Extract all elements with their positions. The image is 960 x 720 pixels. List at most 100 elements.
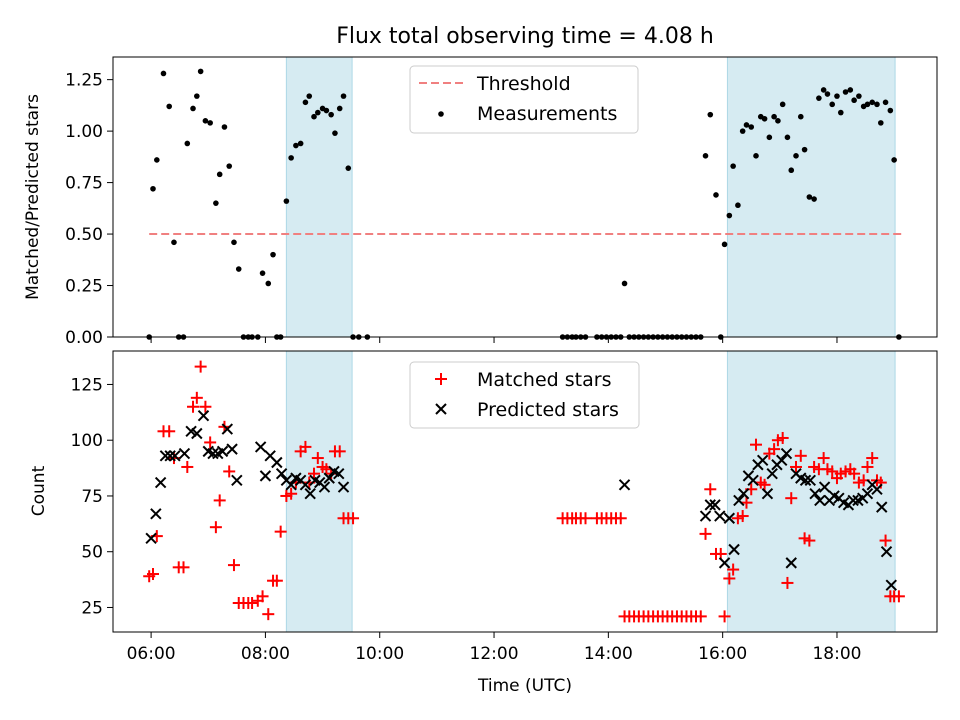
x-tick-label: 10:00 [355,644,404,664]
legend-measurements-label: Measurements [477,103,617,125]
top-legend: Threshold Measurements [409,65,639,134]
predicted-star-point [876,501,888,513]
measurement-point [847,87,854,93]
measurement-point [194,93,200,99]
predicted-star-point [747,474,759,487]
x-axis-label: Time (UTC) [477,676,572,696]
matched-star-point [256,590,269,603]
matched-star-point [794,449,807,462]
measurement-point [207,120,213,126]
measurement-point [842,89,849,95]
matched-star-point [209,521,222,534]
matched-star-point [826,465,839,478]
predicted-star-point [275,467,288,480]
bottom-plot-frame [112,350,938,633]
top-y-ticks: 0.00 0.25 0.50 0.75 1.00 1.25 [65,71,113,348]
measurement-point [213,200,219,206]
measurement-point [197,68,204,75]
measurement-point [887,107,894,114]
measurement-point [311,113,317,120]
matched-star-point [776,431,789,444]
matched-star-point [246,597,259,610]
measurement-point [265,280,272,287]
measurement-point [851,97,857,104]
measurement-point [829,101,836,108]
matched-star-point [274,525,287,538]
measurement-point [702,153,709,159]
matched-star-point [803,534,816,547]
predicted-star-point [723,512,736,524]
matched-star-point [785,492,798,505]
predicted-star-point [323,472,335,484]
predicted-star-point [714,510,726,522]
measurement-point [766,134,773,141]
measurement-point [345,165,352,171]
bottom-legend-box [409,361,640,429]
matched-star-point [163,425,176,438]
top-legend-box [409,65,639,134]
observing-span-1 [285,56,353,338]
measurement-point [270,251,276,258]
measurement-point [726,212,733,219]
predicted-star-point [207,447,219,460]
measurement-point [323,107,330,114]
predicted-star-point [150,508,162,520]
predicted-star-point [814,494,826,507]
measurement-point [739,128,746,134]
measurement-point [231,239,237,246]
matched-star-point [190,391,203,404]
top-plot-frame [112,56,938,338]
measurement-point [788,167,795,174]
measurement-point [775,118,781,124]
top-x-ticks [150,337,838,343]
predicted-star-point [733,494,745,507]
measurement-point [293,142,299,149]
matched-star-point [694,610,707,623]
predicted-star-point [169,450,181,462]
measurement-point [154,157,160,163]
matched-star-point [285,487,298,500]
measurement-point [824,91,831,97]
y-tick-label: 0.00 [65,328,103,348]
bottom-x-ticks: 06:00 08:00 10:00 12:00 14:00 16:00 18:00 [127,632,861,664]
measurement-point [190,105,196,112]
predicted-star-point [337,481,350,493]
predicted-star-point [226,443,238,455]
predicted-star-point [254,441,267,453]
x-tick-label: 08:00 [241,644,290,664]
measurement-point [306,93,313,99]
measurement-point [184,140,191,147]
predicted-star-point [785,557,797,569]
measurement-point [834,93,840,99]
matched-star-point [227,559,240,572]
measurement-point [771,113,777,120]
measurement-point [259,270,266,276]
matched-star-point [177,561,190,574]
predicted-star-point [333,467,345,480]
measurement-point [721,241,728,248]
matched-star-point [333,445,346,458]
measurement-point [713,192,719,198]
measurement-point [891,157,897,163]
matched-star-point [199,400,212,413]
measurement-point [820,87,827,93]
predicted-star-point [618,479,631,491]
matched-star-point [213,494,226,507]
measurement-point [328,111,334,118]
measurement-point [202,118,209,124]
matched-star-point [614,512,627,525]
y-tick-label: 100 [71,431,103,451]
matched-star-point [223,465,236,478]
y-tick-label: 50 [81,543,103,563]
measurement-point [793,153,799,159]
matched-star-point [817,452,830,465]
predicted-star-point [766,467,778,480]
measurement-point [761,115,768,122]
matched-star-point [147,568,160,581]
measurement-point [753,153,759,159]
measurement-point [816,95,822,101]
predicted-star-point [271,456,283,469]
matched-star-point [866,452,879,465]
matched-star-point [768,443,781,456]
y-tick-label: 0.50 [65,225,103,245]
